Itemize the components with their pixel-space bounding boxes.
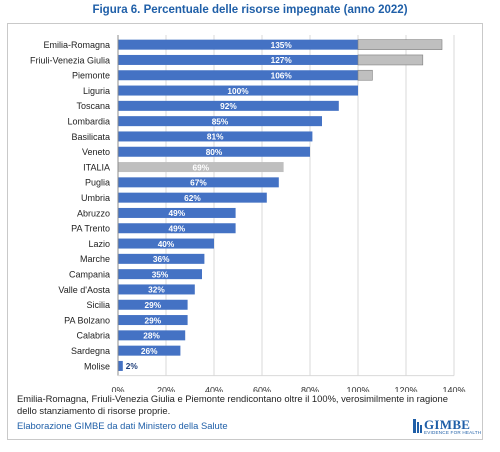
bar — [118, 284, 195, 295]
bar — [118, 207, 236, 218]
chart-source: Elaborazione GIMBE da dati Ministero del… — [17, 420, 228, 431]
data-label: 49% — [168, 208, 185, 218]
bar-excess — [357, 69, 373, 81]
data-label: 2% — [126, 361, 139, 371]
bar — [118, 177, 279, 188]
data-label: 35% — [152, 269, 169, 279]
category-label: Lombardia — [67, 116, 110, 126]
bar — [118, 162, 284, 173]
category-label: Marche — [80, 254, 110, 264]
bar — [118, 223, 236, 234]
bar-chart: Emilia-Romagna 135% Friuli-Venezia Giulia 1… — [30, 35, 466, 392]
category-label: Campania — [69, 269, 110, 279]
data-label: 29% — [144, 315, 161, 325]
category-label: Sardegna — [71, 346, 110, 356]
category-label: Veneto — [82, 147, 110, 157]
data-label: 62% — [184, 193, 201, 203]
bar-excess — [357, 54, 424, 66]
bar — [118, 100, 339, 111]
bar — [118, 269, 202, 280]
bar — [118, 116, 322, 127]
data-label: 32% — [148, 285, 165, 295]
bar — [118, 146, 310, 157]
x-tick-label: 60% — [253, 386, 271, 392]
x-tick-label: 100% — [346, 386, 369, 392]
bar — [118, 85, 358, 96]
bar-excess — [357, 39, 443, 50]
bar — [118, 360, 123, 371]
category-label: Piemonte — [72, 71, 110, 81]
x-tick-label: 0% — [111, 386, 124, 392]
data-label: 26% — [141, 346, 158, 356]
x-tick-label: 40% — [205, 386, 223, 392]
data-label: 29% — [144, 300, 161, 310]
data-label: 49% — [168, 223, 185, 233]
bar — [118, 330, 186, 341]
data-label: 69% — [192, 162, 209, 172]
bar — [118, 253, 205, 264]
bar — [118, 315, 188, 326]
data-label: 80% — [206, 147, 223, 157]
gimbe-logo-mark-icon — [413, 419, 422, 433]
data-label: 81% — [207, 132, 224, 142]
chart-note: Emilia-Romagna, Friuli-Venezia Giulia e … — [17, 393, 448, 416]
category-label: Calabria — [76, 331, 110, 341]
bar — [118, 54, 358, 65]
data-label: 106% — [271, 70, 293, 80]
bar — [118, 299, 188, 310]
data-label: 135% — [271, 40, 293, 50]
data-label: 28% — [143, 331, 160, 341]
bar — [118, 345, 181, 356]
x-tick-label: 20% — [157, 386, 175, 392]
data-label: 67% — [190, 178, 207, 188]
chart-title: Figura 6. Percentuale delle risorse impe… — [92, 4, 408, 16]
bar — [118, 192, 267, 203]
x-tick-label: 120% — [394, 386, 417, 392]
data-label: 92% — [220, 101, 237, 111]
category-label: Puglia — [85, 178, 110, 188]
data-label: 127% — [271, 55, 293, 65]
category-label: Valle d'Aosta — [58, 285, 110, 295]
category-label: Molise — [84, 361, 110, 371]
data-label: 85% — [212, 116, 229, 126]
data-label: 40% — [158, 239, 175, 249]
category-label: Emilia-Romagna — [43, 40, 110, 50]
category-label: Lazio — [88, 239, 110, 249]
category-label: Sicilia — [86, 300, 110, 310]
data-label: 36% — [153, 254, 170, 264]
logo-tagline: EVIDENCE FOR HEALTH — [424, 430, 482, 435]
gimbe-logo: GIMBE EVIDENCE FOR HEALTH — [413, 417, 481, 437]
logo-name: GIMBE — [424, 417, 471, 432]
category-label: Abruzzo — [77, 208, 110, 218]
category-label: Toscana — [76, 101, 110, 111]
category-label: ITALIA — [83, 162, 110, 172]
category-label: Umbria — [81, 193, 110, 203]
category-label: PA Bolzano — [64, 315, 110, 325]
bar — [118, 131, 313, 142]
category-label: PA Trento — [71, 224, 110, 234]
category-label: Basilicata — [71, 132, 110, 142]
category-label: Liguria — [83, 86, 110, 96]
bar — [118, 238, 214, 249]
category-label: Friuli-Venezia Giulia — [30, 55, 110, 65]
x-tick-label: 140% — [442, 386, 465, 392]
data-label: 100% — [227, 86, 249, 96]
bar — [118, 70, 358, 81]
bar — [118, 39, 358, 50]
x-tick-label: 80% — [301, 386, 319, 392]
